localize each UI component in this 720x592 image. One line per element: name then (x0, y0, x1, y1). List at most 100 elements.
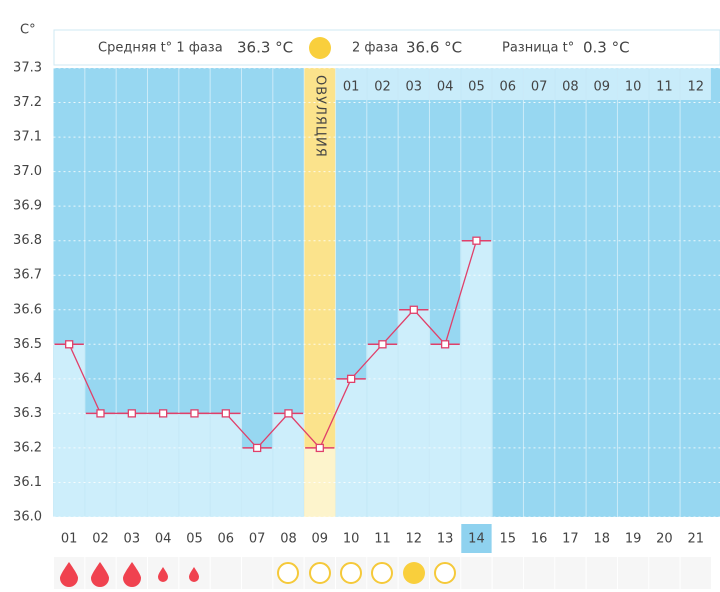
phase2-cell (335, 68, 367, 100)
icon-cell (492, 557, 523, 589)
bar (241, 447, 273, 517)
x-tick-label: 06 (218, 532, 235, 547)
bar (147, 413, 179, 517)
point-marker (284, 409, 293, 418)
x-tick-label: 03 (124, 532, 141, 547)
phase2-day: 10 (625, 80, 642, 95)
x-tick-label: 16 (531, 532, 548, 547)
ovulation-column (304, 68, 336, 517)
y-tick-label: 36.8 (13, 233, 42, 248)
phase2-cell (649, 68, 680, 100)
bar (210, 413, 241, 517)
header-bar (53, 29, 720, 66)
bar (429, 344, 461, 517)
bar (116, 413, 147, 517)
drop-icon (123, 562, 141, 587)
phase1-label: Средняя t° 1 фаза (98, 41, 223, 56)
phase2-day: 04 (437, 80, 454, 95)
icon-cell (241, 557, 273, 589)
diff-value: 0.3 °C (583, 39, 630, 57)
x-tick-label: 12 (406, 532, 423, 547)
y-tick-label: 36.6 (13, 302, 42, 317)
phase2-cell (398, 68, 429, 100)
phase2-cell (429, 68, 461, 100)
circle-icon (340, 562, 362, 584)
point-marker (127, 409, 136, 418)
x-tick-label: 21 (687, 532, 704, 547)
x-tick-label: 11 (374, 532, 391, 547)
phase2-day: 12 (687, 80, 704, 95)
phase2-cell (492, 68, 523, 100)
icon-cell (210, 557, 241, 589)
bar (85, 413, 116, 517)
x-tick-label: 10 (343, 532, 360, 547)
phase2-cell (680, 68, 711, 100)
x-tick-label: 18 (594, 532, 611, 547)
point-marker (96, 409, 105, 418)
bar (273, 413, 304, 517)
phase2-cell (523, 68, 555, 100)
point-marker (378, 340, 387, 349)
y-tick-label: 37.3 (13, 61, 42, 76)
phase2-cell (586, 68, 617, 100)
phase2-cell (555, 68, 586, 100)
x-tick-label: 14 (468, 532, 485, 547)
bar (461, 240, 492, 517)
point-marker (315, 443, 324, 453)
unit-label: C° (20, 23, 36, 38)
phase2-day: 11 (656, 80, 673, 95)
phase2-label: 2 фаза (352, 41, 398, 56)
icon-cell (617, 557, 649, 589)
phase2-value: 36.6 °C (406, 39, 462, 57)
diff-label: Разница t° (502, 41, 574, 56)
phase2-day: 06 (500, 80, 517, 95)
drop-icon (91, 562, 109, 587)
y-tick-label: 37.2 (13, 95, 42, 110)
phase2-day: 07 (531, 80, 548, 95)
x-tick-label: 17 (562, 532, 579, 547)
point-marker (159, 409, 168, 418)
point-marker (409, 305, 418, 314)
bar (179, 413, 210, 517)
plot-area: 01 02 03 04 05 06 07 08 09 10 11 12 36.0 36.1 36.2 36.3… (13, 61, 720, 589)
icon-cell (461, 557, 492, 589)
x-tick-label: 08 (280, 532, 297, 547)
x-tick-label: 13 (437, 532, 454, 547)
y-tick-label: 36.5 (13, 337, 42, 352)
point-marker (346, 374, 356, 383)
phase2-day: 03 (406, 80, 423, 95)
phase2-cell (367, 68, 398, 100)
icons-row (60, 562, 456, 587)
drop-icon (158, 567, 168, 582)
x-tick-label: 07 (249, 532, 266, 547)
phase2-day: 08 (562, 80, 579, 95)
x-tick-label: 15 (500, 532, 517, 547)
y-tick-label: 36.9 (13, 199, 42, 214)
x-tick-label: 02 (92, 532, 109, 547)
x-tick-label: 04 (155, 532, 172, 547)
phase2-day: 02 (374, 80, 391, 95)
phase2-cell (461, 68, 492, 100)
phase2-cell (617, 68, 649, 100)
y-tick-label: 36.7 (13, 268, 42, 283)
point-marker (440, 340, 450, 349)
circle-icon (309, 562, 331, 584)
phase2-day: 01 (343, 80, 360, 95)
today-highlight (461, 524, 492, 553)
drop-icon (189, 567, 199, 582)
bar (367, 344, 398, 517)
ovulation-label: ОВУЛЯЦИЯ (312, 75, 327, 158)
y-tick-label: 36.1 (13, 475, 42, 490)
point-marker (65, 340, 74, 349)
bar (335, 378, 367, 517)
x-tick-label: 20 (656, 532, 673, 547)
y-tick-label: 37.1 (13, 130, 42, 145)
y-tick-label: 36.0 (13, 510, 42, 525)
x-tick-label: 01 (61, 532, 78, 547)
circle-icon (403, 562, 425, 584)
ovulation-icon (309, 37, 331, 59)
point-marker (472, 236, 481, 245)
circle-icon (277, 562, 299, 584)
x-tick-label: 05 (186, 532, 203, 547)
circle-icon (434, 562, 456, 584)
